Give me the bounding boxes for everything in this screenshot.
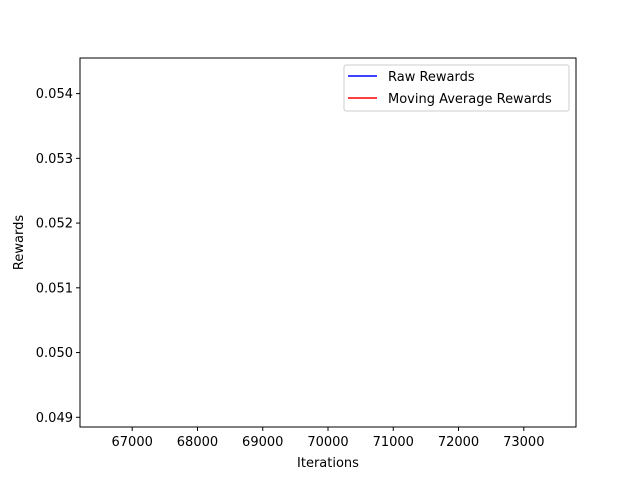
x-tick-label: 67000 <box>112 435 153 450</box>
legend-box <box>343 64 570 112</box>
x-axis-label: Iterations <box>297 456 359 471</box>
y-tick-label: 0.050 <box>36 346 73 361</box>
y-tick-label: 0.051 <box>36 281 73 296</box>
y-tick-label: 0.053 <box>36 152 73 167</box>
y-axis-label: Rewards <box>12 215 27 270</box>
legend-label-raw-rewards: Raw Rewards <box>388 70 475 85</box>
y-axis-ticks: 0.049 0.050 0.051 0.052 0.053 0.054 <box>36 87 80 426</box>
y-tick-label: 0.049 <box>36 411 73 426</box>
x-tick-label: 68000 <box>177 435 218 450</box>
x-tick-label: 71000 <box>373 435 414 450</box>
x-axis-ticks: 67000 68000 69000 70000 71000 72000 73000 <box>112 427 544 450</box>
x-tick-label: 72000 <box>438 435 479 450</box>
legend-label-moving-average-rewards: Moving Average Rewards <box>388 92 552 107</box>
y-tick-label: 0.054 <box>36 87 73 102</box>
x-tick-label: 69000 <box>242 435 283 450</box>
x-tick-label: 70000 <box>307 435 348 450</box>
x-tick-label: 73000 <box>503 435 544 450</box>
legend: Raw Rewards Moving Average Rewards <box>343 64 570 112</box>
y-tick-label: 0.052 <box>36 217 73 232</box>
